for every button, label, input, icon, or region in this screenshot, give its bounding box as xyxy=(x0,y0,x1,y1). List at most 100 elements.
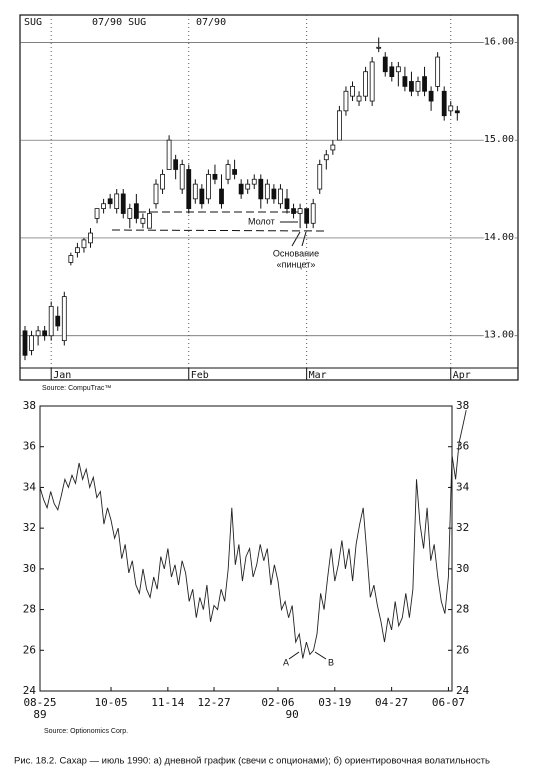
candle-body xyxy=(422,76,427,92)
candle-body xyxy=(48,305,54,337)
candle-body xyxy=(317,164,323,190)
y-tick-label: 38 xyxy=(456,399,469,412)
candle-body xyxy=(291,208,296,214)
candle-body xyxy=(101,203,106,210)
candle-body xyxy=(22,330,28,356)
candle-body xyxy=(395,66,401,73)
candle-body xyxy=(284,198,290,210)
y-tick-label: 16.00 xyxy=(484,36,514,47)
candle-body xyxy=(186,169,192,210)
y-tick-label: 15.00 xyxy=(484,134,514,145)
x-tick-label: 02-06 xyxy=(261,696,294,709)
candle-body xyxy=(402,76,408,87)
x-year-label: 90 xyxy=(286,708,299,721)
y-tick-label: 26 xyxy=(23,643,36,656)
x-tick-label: Apr xyxy=(453,370,471,381)
candle-body xyxy=(133,203,139,219)
candle-body xyxy=(330,144,336,151)
candle-body xyxy=(192,183,198,200)
y-tick-label: 36 xyxy=(23,440,36,453)
chart1-frame xyxy=(19,14,519,381)
candle-body xyxy=(120,193,126,214)
y-tick-label: 30 xyxy=(23,562,36,575)
candle-body xyxy=(75,247,80,254)
y-tick-label: 24 xyxy=(23,684,37,697)
header: 07/90 xyxy=(196,17,226,28)
candle-body xyxy=(264,183,270,200)
arrow xyxy=(314,651,327,660)
x-tick-label: 08-25 xyxy=(23,696,56,709)
source: Source: CompuTrac™ xyxy=(42,385,111,392)
y-tick-label: 32 xyxy=(23,521,36,534)
candle-body xyxy=(29,335,34,351)
candle-body xyxy=(238,183,244,195)
arrow xyxy=(288,651,300,660)
candle-body xyxy=(278,188,283,205)
header: 07/90 SUG xyxy=(92,17,146,28)
candle-body xyxy=(271,188,277,200)
y-tick-label: 24 xyxy=(456,684,470,697)
candle-body xyxy=(304,208,310,224)
candle-body xyxy=(212,173,218,180)
annotation: Основание xyxy=(273,248,319,258)
candle-body xyxy=(454,110,460,114)
candle-body xyxy=(376,46,382,49)
y-tick-label: 30 xyxy=(456,562,469,575)
annotation: B xyxy=(328,657,334,667)
candle-body xyxy=(42,330,48,337)
candle-body xyxy=(153,183,159,205)
candle-body xyxy=(81,239,87,249)
candle-body xyxy=(415,81,421,92)
x-tick-label: 11-14 xyxy=(151,696,184,709)
arrow xyxy=(301,231,307,247)
x-tick-label: Mar xyxy=(309,370,327,381)
x-tick-label: Jan xyxy=(53,370,71,381)
candle-body xyxy=(441,90,447,117)
y-tick-label: 34 xyxy=(456,480,470,493)
annotation: Молот xyxy=(248,216,275,226)
candle-body xyxy=(88,232,93,244)
y-tick-label: 28 xyxy=(23,603,36,616)
x-tick-label: 10-05 xyxy=(94,696,127,709)
y-tick-label: 34 xyxy=(23,480,37,493)
y-tick-label: 38 xyxy=(23,399,36,412)
candle-body xyxy=(166,139,172,170)
arrow xyxy=(291,231,301,247)
y-tick-label: 26 xyxy=(456,643,469,656)
x-year-label: 89 xyxy=(33,708,46,721)
candle-body xyxy=(219,188,224,205)
candle-body xyxy=(343,90,349,112)
annotation: «пинцет» xyxy=(277,259,316,269)
candle-body xyxy=(323,154,329,161)
candle-body xyxy=(428,90,434,102)
candle-body xyxy=(363,71,369,97)
candle-body xyxy=(61,296,67,342)
candle-body xyxy=(369,61,375,102)
y-tick-label: 28 xyxy=(456,603,469,616)
candle-body xyxy=(310,203,316,224)
candle-body xyxy=(160,173,165,190)
candle-body xyxy=(356,95,362,102)
x-tick-label: 03-19 xyxy=(318,696,351,709)
candle-body xyxy=(448,105,454,112)
volatility-line xyxy=(39,410,467,659)
candle-body xyxy=(350,85,355,97)
candle-body xyxy=(140,217,146,224)
candle-body xyxy=(251,178,257,185)
candle-body xyxy=(199,188,205,205)
annotation-line xyxy=(111,229,327,232)
y-tick-label: 13.00 xyxy=(484,330,514,341)
x-tick-label: 06-07 xyxy=(432,696,465,709)
candle-body xyxy=(389,66,395,78)
candle-body xyxy=(107,198,113,205)
candle-body xyxy=(382,56,388,73)
source: Source: Optionomics Corp. xyxy=(44,728,128,735)
candle-body xyxy=(258,178,264,200)
candle-body xyxy=(127,208,133,219)
y-tick-label: 14.00 xyxy=(484,232,514,243)
candle-body xyxy=(232,169,238,175)
chart2-frame xyxy=(39,405,453,692)
candle-body xyxy=(179,164,185,190)
